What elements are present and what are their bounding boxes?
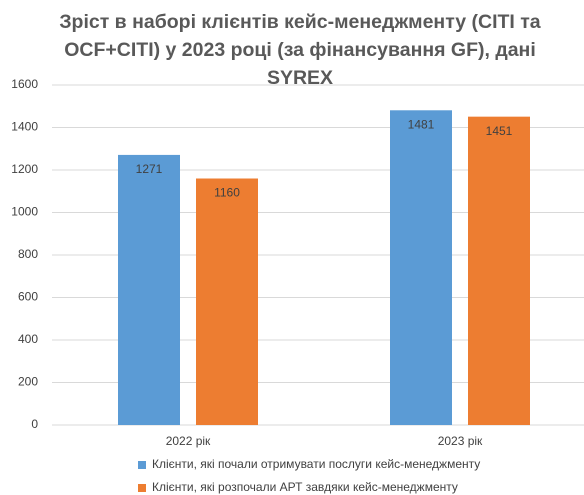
y-tick-label: 1200	[11, 162, 38, 176]
bar	[468, 116, 530, 425]
bar	[390, 110, 452, 425]
data-label: 1481	[408, 117, 435, 131]
legend-marker	[138, 484, 146, 492]
bar	[118, 154, 180, 425]
y-tick-label: 400	[18, 332, 38, 346]
legend-label: Клієнти, які почали отримувати послуги к…	[152, 457, 480, 471]
y-tick-label: 0	[31, 417, 38, 431]
y-tick-label: 600	[18, 290, 38, 304]
legend-marker	[138, 461, 146, 469]
y-tick-label: 1600	[11, 77, 38, 91]
data-label: 1160	[214, 186, 240, 200]
data-label: 1271	[136, 162, 163, 176]
legend-label: Клієнти, які розпочали АРТ завдяки кейс-…	[152, 480, 458, 494]
data-label: 1451	[486, 124, 513, 138]
y-tick-label: 1000	[11, 205, 38, 219]
bar	[196, 178, 258, 425]
y-tick-label: 200	[18, 375, 38, 389]
y-tick-label: 800	[18, 247, 38, 261]
x-tick-label: 2023 рік	[438, 434, 483, 448]
chart-title: Зріст в наборі клієнтів кейс-менеджменту…	[59, 11, 541, 89]
y-tick-label: 1400	[11, 120, 38, 134]
x-tick-label: 2022 рік	[166, 434, 211, 448]
